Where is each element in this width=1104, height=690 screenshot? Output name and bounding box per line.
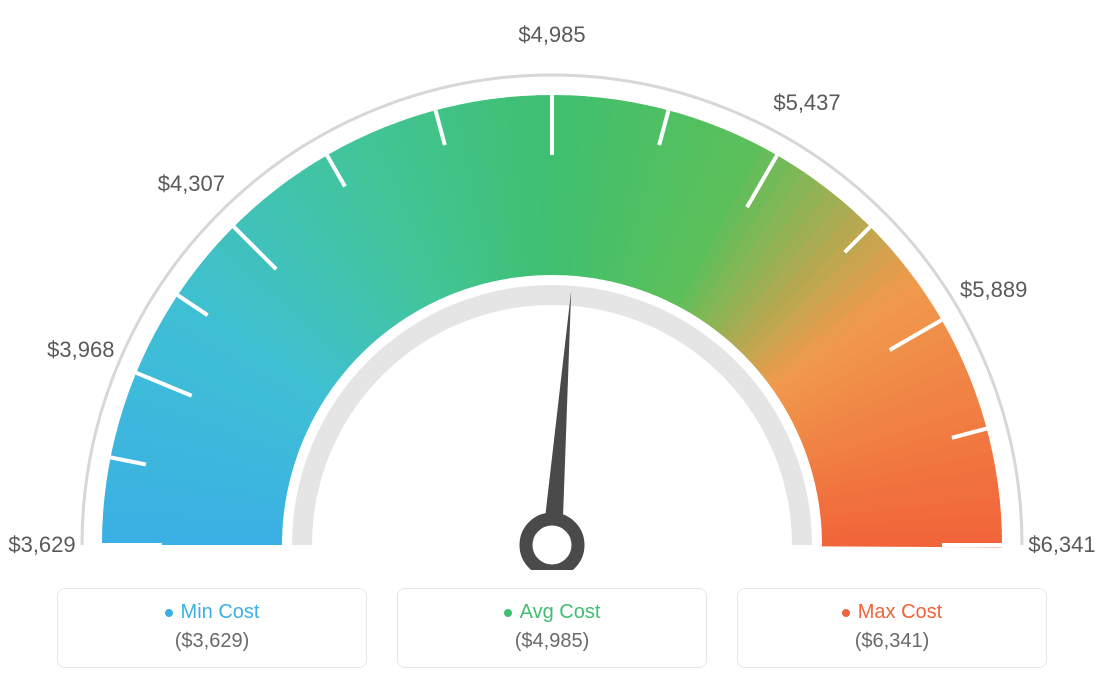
- legend-value: ($3,629): [76, 630, 348, 653]
- legend-row: Min Cost ($3,629) Avg Cost ($4,985) Max Cost…: [0, 588, 1104, 668]
- legend-title-text: Min Cost: [181, 601, 260, 624]
- gauge-tick-label: $3,629: [8, 532, 75, 558]
- gauge-tick-label: $4,307: [158, 171, 225, 197]
- gauge-needle-base: [526, 519, 578, 570]
- legend-value: ($6,341): [756, 630, 1028, 653]
- legend-dot-icon: [504, 609, 512, 617]
- gauge-tick-label: $5,889: [960, 277, 1027, 303]
- legend-title: Min Cost: [165, 601, 260, 624]
- legend-title: Max Cost: [842, 601, 942, 624]
- legend-title-text: Avg Cost: [520, 601, 601, 624]
- legend-title: Avg Cost: [504, 601, 601, 624]
- gauge-svg: [0, 0, 1104, 570]
- gauge-tick-label: $4,985: [518, 22, 585, 48]
- legend-card-max-cost: Max Cost ($6,341): [737, 588, 1047, 668]
- legend-dot-icon: [842, 609, 850, 617]
- gauge-tick-label: $6,341: [1028, 532, 1095, 558]
- legend-title-text: Max Cost: [858, 601, 942, 624]
- gauge-tick-label: $3,968: [47, 337, 114, 363]
- legend-card-avg-cost: Avg Cost ($4,985): [397, 588, 707, 668]
- legend-card-min-cost: Min Cost ($3,629): [57, 588, 367, 668]
- gauge-tick-label: $5,437: [773, 90, 840, 116]
- legend-dot-icon: [165, 609, 173, 617]
- gauge-needle: [542, 291, 571, 546]
- legend-value: ($4,985): [416, 630, 688, 653]
- gauge-chart: $3,629 $3,968 $4,307 $4,985 $5,437 $5,889 $6,3…: [0, 0, 1104, 570]
